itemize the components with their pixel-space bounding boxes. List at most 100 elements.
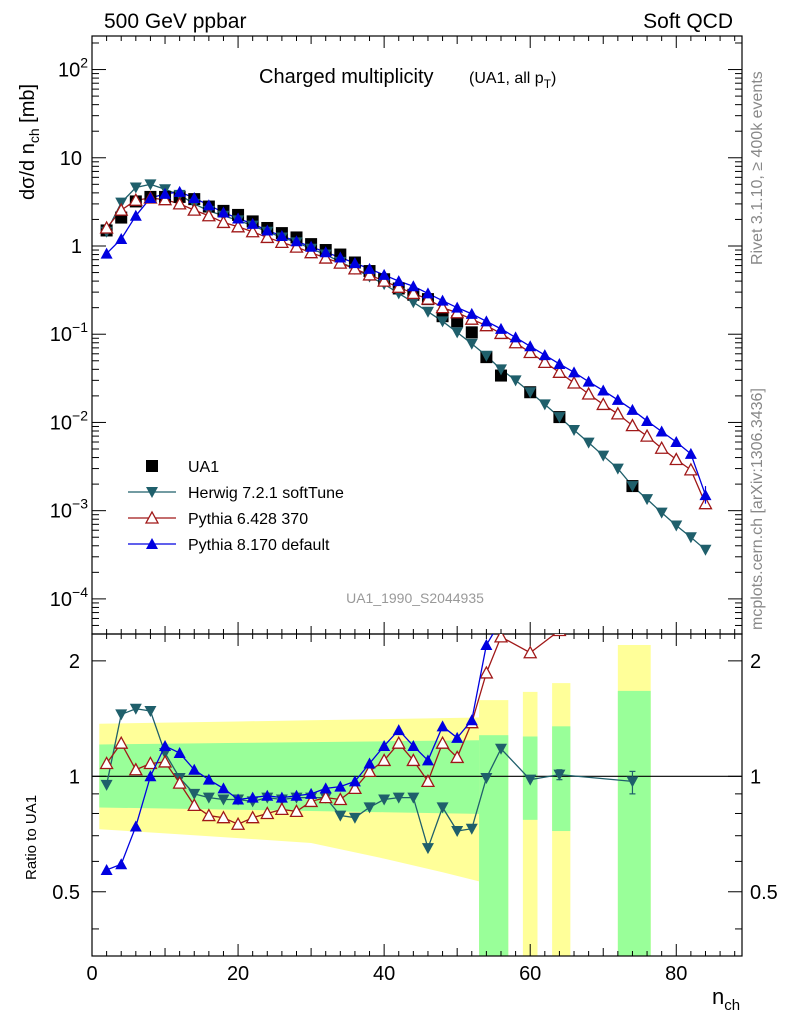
inner-band-segment (552, 726, 571, 832)
pythia8-ratio-point (436, 720, 449, 732)
pythia8-point (144, 191, 157, 203)
pythia8-point (363, 262, 376, 274)
pythia6-point (625, 418, 640, 432)
legend-marker-pythia8 (146, 538, 158, 549)
herwig-ratio-point (421, 843, 434, 855)
pythia8-ratio-point (202, 773, 215, 785)
x-tick-label: 40 (373, 963, 395, 985)
herwig-ratio-point (129, 703, 142, 715)
pythia6-point (289, 239, 304, 253)
herwig-ratio-point (465, 823, 478, 835)
pythia6-point (128, 192, 143, 206)
pythia6-ratio-line (106, 634, 556, 825)
pythia8-ratio-point (144, 770, 157, 782)
pythia6-ratio-point (493, 634, 509, 643)
herwig-point (407, 297, 420, 309)
pythia8-point (290, 235, 303, 247)
y-tick-label: 1 (71, 236, 82, 258)
pythia8-ratio-point (173, 747, 186, 759)
herwig-ratio-point (188, 788, 201, 800)
ratio-y-tick-label-right: 1 (750, 766, 761, 788)
x-tick-label: 0 (86, 963, 97, 985)
ratio-y-tick-label: 1 (69, 766, 80, 788)
pythia8-point (509, 331, 522, 343)
pythia6-ratio-point (216, 810, 231, 824)
ratio-y-tick-label-right: 0.5 (750, 882, 778, 904)
pythia6-ratio-point (362, 764, 377, 778)
pythia6-ratio-point (187, 797, 202, 812)
pythia6-ratio-point (391, 735, 406, 749)
herwig-point (436, 316, 449, 328)
upper-series-group (99, 179, 713, 556)
pythia8-point (655, 425, 668, 437)
herwig-point (509, 375, 522, 387)
pythia8-point (553, 357, 566, 369)
pythia8-ratio-point (232, 793, 245, 805)
pythia8-point (582, 375, 595, 387)
herwig-point (421, 306, 434, 318)
pythia8-ratio-point (465, 714, 478, 726)
herwig-ratio-point (144, 706, 157, 718)
pythia8-ratio-point (261, 789, 274, 801)
pythia6-ratio-point (435, 735, 450, 749)
pythia8-point (348, 257, 361, 269)
herwig-ratio-point (115, 709, 128, 721)
herwig-ratio-point (392, 792, 405, 804)
pythia6-ratio-point (523, 645, 538, 659)
pythia8-point (626, 403, 639, 415)
pythia6-point (114, 202, 129, 216)
pythia6-ratio-point (450, 750, 465, 764)
pythia6-point (274, 234, 289, 248)
ratio-plot-frame (91, 633, 743, 957)
y-tick-label: 10−3 (50, 496, 88, 523)
pythia6-point (333, 255, 348, 269)
pythia6-ratio-point (333, 792, 348, 806)
herwig-point (494, 364, 507, 376)
pythia6-point (406, 286, 421, 300)
pythia6-point (566, 375, 582, 389)
herwig-point (611, 463, 624, 475)
pythia8-ratio-point (378, 739, 391, 751)
inner-band-segment (99, 740, 480, 814)
pythia6-ratio-point (304, 794, 319, 808)
pythia6-point (610, 406, 625, 420)
series-layer (99, 179, 713, 875)
pythia6-point (230, 219, 246, 233)
pythia6-ratio-point (289, 804, 304, 818)
pythia6-ratio-point (230, 816, 246, 830)
pythia6-point (552, 364, 567, 378)
pythia6-point (596, 397, 611, 411)
herwig-point (480, 350, 493, 362)
ratio-y-tick-label: 2 (69, 651, 80, 673)
pythia8-point (538, 349, 551, 361)
pythia8-point (597, 384, 610, 396)
ratio-uncertainty-bands (99, 644, 651, 956)
legend-label-data: UA1 (188, 459, 219, 476)
inner-band-segment (617, 690, 651, 956)
pythia8-point (465, 307, 478, 319)
pythia8-point (173, 185, 186, 197)
herwig-point (538, 399, 551, 411)
pythia6-ratio-point (552, 634, 567, 637)
analysis-watermark: UA1_1990_S2044935 (346, 590, 484, 606)
pythia8-point (670, 436, 683, 448)
pythia6-ratio-point (128, 762, 143, 776)
herwig-ratio-point (378, 794, 391, 806)
pythia6-point (304, 245, 319, 259)
pythia6-point (201, 208, 216, 222)
pythia8-point (494, 322, 507, 334)
herwig-point (626, 481, 639, 493)
pythia6-ratio-point (99, 756, 114, 770)
legend: UA1 Herwig 7.2.1 softTune Pythia 6.428 370… (128, 459, 344, 554)
upper-y-axis-label: dσ/d nch [mb] (17, 84, 42, 200)
pythia8-point (378, 268, 391, 280)
herwig-ratio-point (334, 810, 347, 822)
pythia6-ratio-point (114, 735, 129, 749)
pythia6-ratio-point (479, 665, 494, 679)
pythia6-ratio-point (318, 790, 333, 804)
herwig-ratio-point (217, 794, 230, 806)
pythia8-point (100, 247, 113, 259)
pythia6-point (523, 345, 538, 359)
x-tick-label: 20 (227, 963, 249, 985)
pythia8-point (611, 393, 624, 405)
